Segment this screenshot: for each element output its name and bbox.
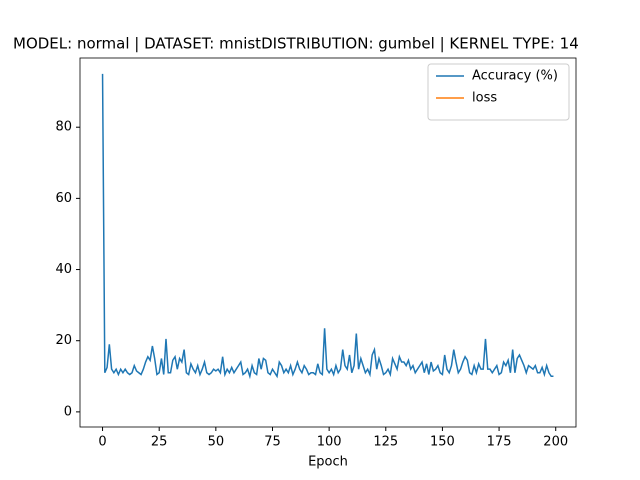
x-tick-label: 200 [543, 435, 568, 450]
x-tick-label: 50 [208, 435, 225, 450]
x-tick-label: 75 [264, 435, 281, 450]
x-tick-label: 175 [487, 435, 512, 450]
x-tick-label: 100 [317, 435, 342, 450]
legend-label: Accuracy (%) [472, 69, 558, 84]
y-tick-label: 20 [55, 333, 72, 348]
plot-frame [79, 57, 577, 428]
y-tick-label: 60 [55, 191, 72, 206]
x-tick-label: 125 [373, 435, 398, 450]
y-tick-label: 0 [64, 404, 72, 419]
legend-box [427, 63, 570, 121]
legend-label: loss [472, 91, 497, 106]
x-tick-label: 0 [98, 435, 106, 450]
x-tick-label: 150 [430, 435, 455, 450]
chart-title: MODEL: normal | DATASET: mnistDISTRIBUTI… [13, 35, 579, 53]
x-axis-label: Epoch [308, 455, 348, 470]
y-tick-label: 40 [55, 262, 72, 277]
x-tick-label: 25 [151, 435, 168, 450]
series-line [101, 73, 554, 380]
y-tick-label: 80 [55, 120, 72, 135]
